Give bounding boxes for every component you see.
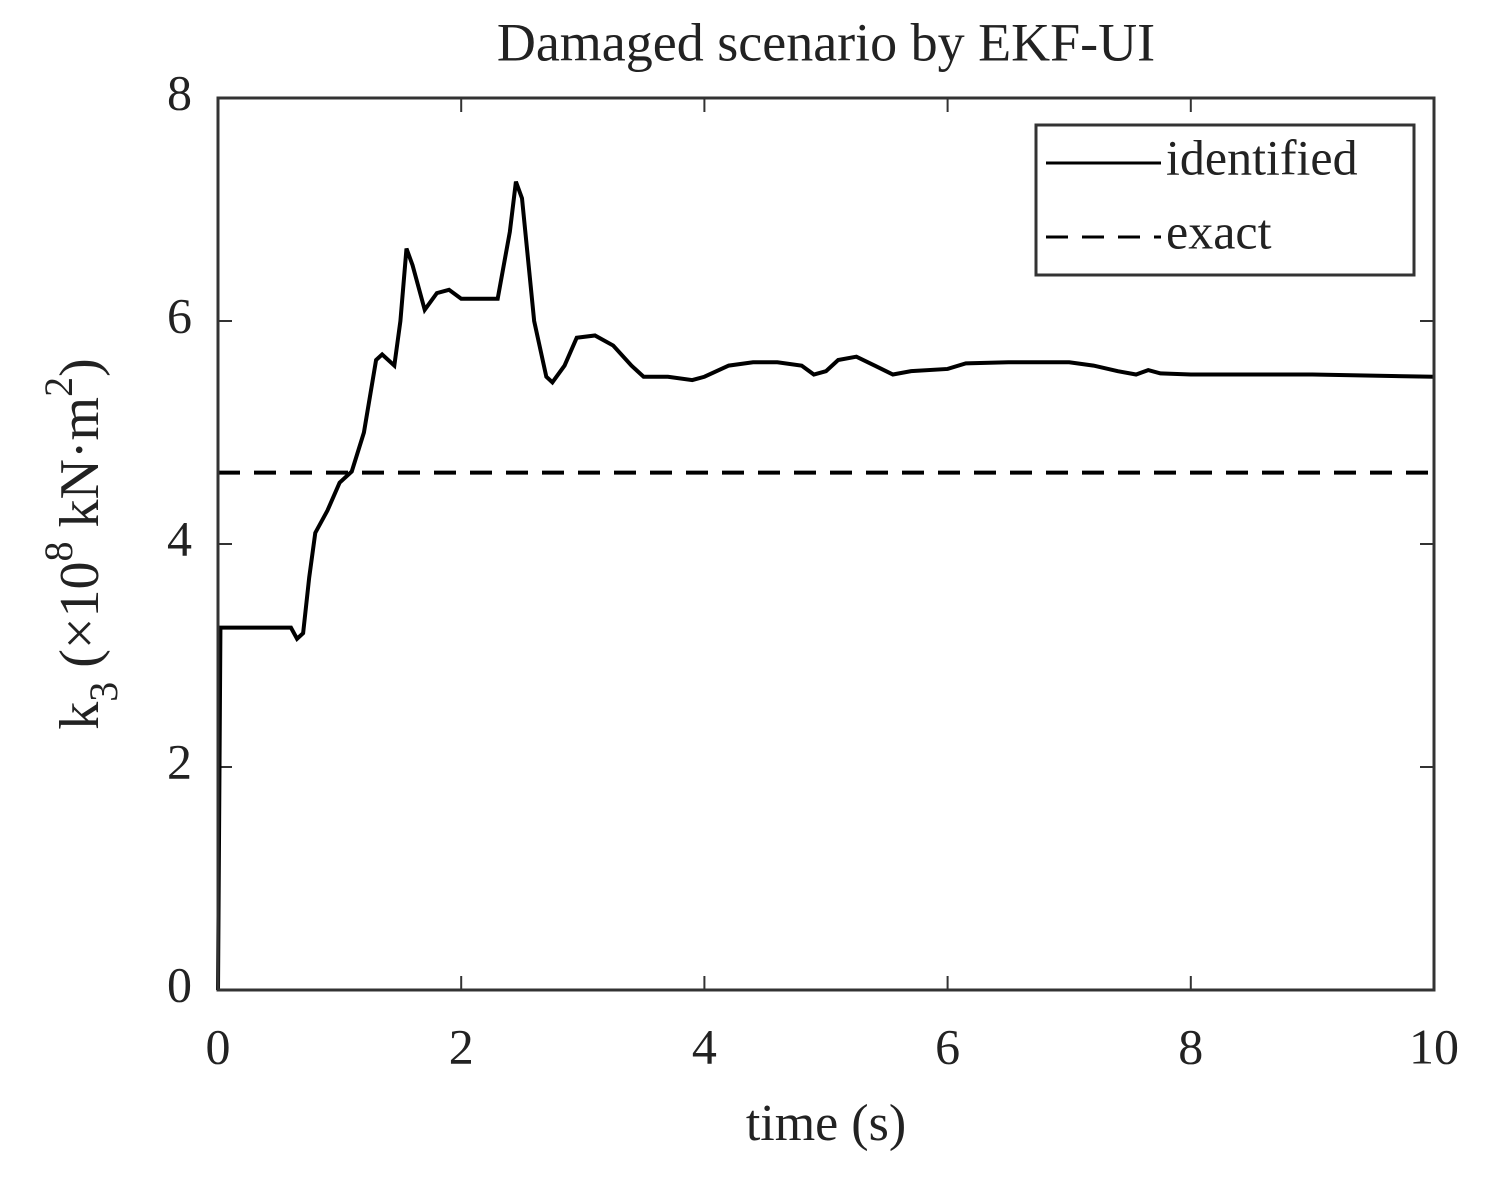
- y-tick-label: 2: [167, 733, 192, 789]
- chart-title: Damaged scenario by EKF-UI: [497, 12, 1155, 72]
- legend-box: [1034, 123, 1416, 277]
- y-label-part: (×10: [49, 562, 111, 682]
- y-label-part: ): [49, 358, 111, 377]
- x-tick-label: 8: [1178, 1018, 1203, 1074]
- y-label-part: kN·m: [49, 397, 111, 542]
- x-tick-label: 6: [935, 1018, 960, 1074]
- legend-label: exact: [1166, 203, 1272, 259]
- data-line: [216, 180, 1435, 991]
- x-tick-label: 0: [206, 1018, 231, 1074]
- x-axis-label: time (s): [746, 1095, 906, 1152]
- x-tick-label: 4: [692, 1018, 717, 1074]
- x-tick-label: 10: [1409, 1018, 1459, 1074]
- y-tick-label: 8: [167, 64, 192, 120]
- y-label-part: k: [49, 702, 111, 730]
- y-tick-label: 6: [167, 287, 192, 343]
- y-axis-label: k3 (×108 kN·m2): [36, 358, 126, 730]
- legend-label: identified: [1166, 129, 1358, 185]
- y-tick-label: 4: [167, 510, 192, 566]
- y-label-part: 2: [36, 377, 81, 397]
- x-tick-label: 2: [449, 1018, 474, 1074]
- y-label-part: 8: [36, 542, 81, 562]
- plot-frame: [216, 96, 1436, 992]
- y-label-part: 3: [81, 682, 126, 702]
- y-tick-label: 0: [167, 956, 192, 1012]
